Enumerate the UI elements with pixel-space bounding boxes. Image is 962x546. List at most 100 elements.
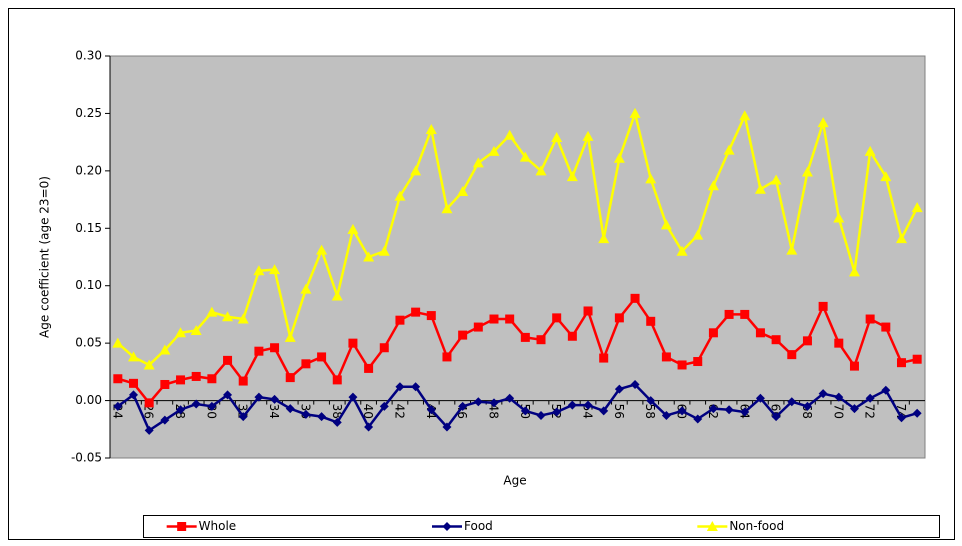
data-point bbox=[723, 144, 735, 155]
data-point bbox=[802, 336, 812, 346]
data-point bbox=[270, 394, 280, 404]
data-point bbox=[724, 309, 734, 319]
legend-box bbox=[143, 515, 940, 538]
data-point bbox=[332, 417, 342, 427]
data-point bbox=[442, 422, 452, 432]
data-point bbox=[787, 397, 797, 407]
data-point bbox=[285, 373, 295, 383]
data-point bbox=[207, 374, 217, 384]
data-point bbox=[489, 398, 499, 408]
data-point bbox=[801, 166, 813, 177]
data-point bbox=[238, 412, 248, 422]
data-point bbox=[551, 132, 563, 143]
data-point bbox=[379, 401, 389, 411]
y-tick-label: 0.20 bbox=[75, 163, 102, 177]
data-point bbox=[613, 152, 625, 163]
data-point bbox=[473, 397, 483, 407]
data-point bbox=[143, 359, 155, 370]
data-point bbox=[739, 110, 751, 121]
data-point bbox=[285, 404, 295, 414]
data-point bbox=[770, 174, 782, 185]
data-point bbox=[599, 406, 609, 416]
data-point bbox=[176, 405, 186, 415]
data-point bbox=[520, 406, 530, 416]
data-point bbox=[348, 338, 358, 348]
data-point bbox=[441, 203, 453, 214]
data-point bbox=[395, 382, 405, 392]
data-point bbox=[129, 378, 139, 388]
data-point bbox=[693, 414, 703, 424]
data-point bbox=[207, 401, 217, 411]
data-point bbox=[614, 313, 624, 323]
data-point bbox=[708, 328, 718, 338]
y-tick-label: -0.05 bbox=[71, 451, 102, 465]
x-axis-title: Age bbox=[503, 474, 526, 488]
data-point bbox=[332, 375, 342, 385]
x-tick-label: 26 bbox=[142, 404, 156, 419]
data-point bbox=[347, 223, 359, 234]
data-point bbox=[912, 354, 922, 364]
data-point bbox=[740, 407, 750, 417]
series-line bbox=[117, 296, 918, 405]
data-point bbox=[598, 233, 610, 244]
data-point bbox=[567, 400, 577, 410]
data-point bbox=[191, 399, 201, 409]
data-point bbox=[645, 173, 657, 184]
data-point bbox=[458, 401, 468, 411]
data-point bbox=[582, 130, 594, 141]
data-point bbox=[144, 425, 154, 435]
data-point bbox=[112, 337, 124, 348]
data-point bbox=[849, 404, 859, 414]
data-point bbox=[817, 117, 829, 128]
y-tick-label: 0.25 bbox=[75, 106, 102, 120]
data-point bbox=[771, 335, 781, 345]
data-point bbox=[237, 313, 249, 324]
series-line bbox=[117, 109, 919, 367]
data-point bbox=[520, 332, 530, 342]
data-point bbox=[505, 393, 515, 403]
data-point bbox=[144, 398, 154, 408]
legend-marker bbox=[177, 522, 187, 531]
data-point bbox=[552, 313, 562, 323]
data-point bbox=[113, 401, 123, 411]
data-point bbox=[708, 404, 718, 414]
data-point bbox=[677, 406, 687, 416]
legend-label: Food bbox=[464, 519, 493, 533]
x-tick-label: 40 bbox=[361, 404, 375, 419]
data-point bbox=[911, 202, 923, 213]
data-point bbox=[300, 283, 312, 294]
data-point bbox=[223, 355, 233, 365]
data-point bbox=[331, 290, 343, 301]
y-tick-label: 0.10 bbox=[75, 278, 102, 292]
data-point bbox=[253, 265, 265, 276]
data-point bbox=[269, 264, 281, 275]
data-point bbox=[379, 343, 389, 353]
data-point bbox=[254, 346, 264, 356]
data-point bbox=[472, 157, 484, 168]
data-point bbox=[176, 375, 186, 385]
data-point bbox=[895, 233, 907, 244]
data-point bbox=[755, 328, 765, 338]
data-point bbox=[896, 413, 906, 423]
data-point bbox=[599, 353, 609, 363]
data-point bbox=[834, 338, 844, 348]
data-point bbox=[505, 314, 515, 324]
data-point bbox=[896, 358, 906, 368]
data-point bbox=[519, 151, 531, 162]
data-point bbox=[786, 244, 798, 255]
data-point bbox=[395, 315, 405, 325]
data-point bbox=[504, 129, 516, 140]
data-point bbox=[270, 343, 280, 353]
data-point bbox=[646, 316, 656, 326]
data-point bbox=[175, 327, 187, 338]
data-point bbox=[363, 251, 375, 262]
data-point bbox=[442, 352, 452, 362]
x-tick-label: 32 bbox=[236, 404, 250, 419]
data-point bbox=[457, 186, 469, 197]
x-tick-label: 56 bbox=[612, 404, 626, 419]
legend-label: Non-food bbox=[729, 519, 784, 533]
data-point bbox=[755, 393, 765, 403]
data-point bbox=[912, 408, 922, 418]
data-point bbox=[660, 219, 672, 230]
data-point bbox=[754, 183, 766, 194]
